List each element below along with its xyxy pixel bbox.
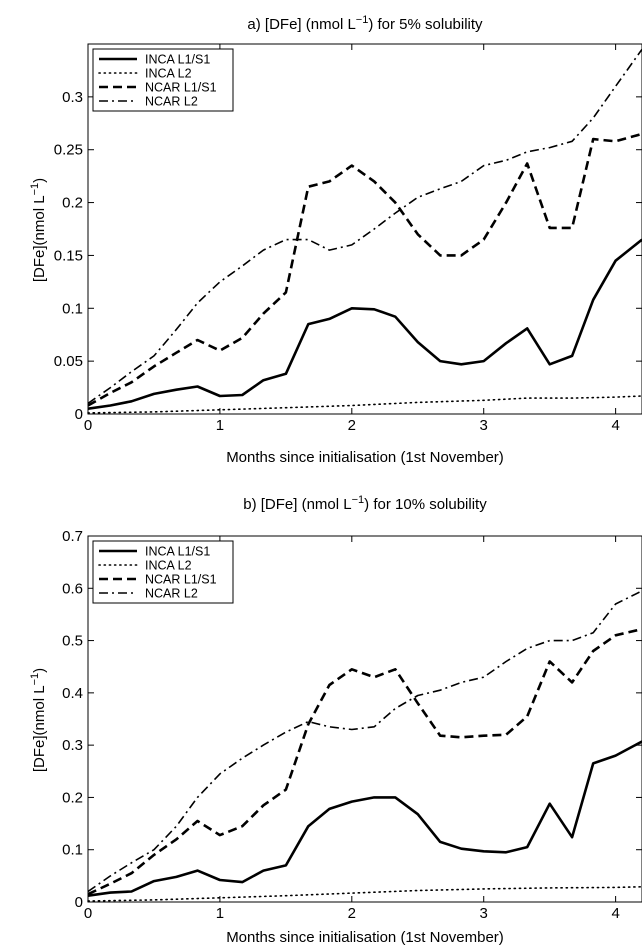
plot-area-frame (87, 535, 642, 903)
y-tick-label: 0.2 (62, 789, 83, 806)
series-line-1 (87, 740, 642, 897)
x-tick-label: 4 (611, 417, 619, 434)
y-tick-label: 0.15 (54, 247, 83, 264)
legend-label: INCA L2 (145, 67, 192, 81)
y-tick-label: 0.1 (62, 300, 83, 317)
series-line-3 (87, 132, 642, 407)
y-tick-label: 0.25 (54, 142, 83, 159)
x-tick-label: 3 (480, 417, 488, 434)
series-line-1 (87, 238, 642, 410)
y-tick-label: 0.4 (62, 685, 83, 702)
legend-label: NCAR L2 (145, 587, 198, 601)
y-tick-label: 0 (75, 894, 83, 911)
x-axis-label: Months since initialisation (1st Novembe… (226, 449, 504, 466)
y-tick-label: 0.1 (62, 842, 83, 859)
x-tick-label: 1 (216, 905, 224, 922)
x-tick-label: 1 (216, 417, 224, 434)
plot-area-frame (87, 43, 642, 415)
chart-title: b) [DFe] (nmol L−1) for 10% solubility (243, 494, 487, 513)
legend-label: NCAR L2 (145, 95, 198, 109)
y-tick-label: 0.2 (62, 195, 83, 212)
legend-box (92, 540, 234, 604)
series-line-4 (87, 48, 642, 405)
legend-label: NCAR L1/S1 (145, 81, 217, 95)
chart-panel-a: a) [DFe] (nmol L−1) for 5% solubility [D… (29, 14, 642, 466)
x-tick-label: 2 (348, 417, 356, 434)
legend-label: INCA L1/S1 (145, 545, 210, 559)
y-tick-label: 0.05 (54, 353, 83, 370)
y-axis-label: [DFe](nmol L−1) (29, 668, 48, 772)
x-tick-label: 2 (348, 905, 356, 922)
chart-title: a) [DFe] (nmol L−1) for 5% solubility (247, 14, 483, 33)
series-line-4 (87, 590, 642, 893)
x-tick-label: 3 (480, 905, 488, 922)
legend-label: NCAR L1/S1 (145, 573, 217, 587)
y-tick-label: 0.3 (62, 737, 83, 754)
axis-ticks: 0 1 2 3 4 0 0.1 0.2 0.3 0.4 0.5 0.6 0.7 (62, 528, 642, 922)
x-tick-label: 0 (84, 905, 92, 922)
chart-panel-b: b) [DFe] (nmol L−1) for 10% solubility [… (29, 494, 642, 946)
series-line-2 (87, 885, 642, 902)
x-axis-label: Months since initialisation (1st Novembe… (226, 929, 504, 946)
y-tick-label: 0 (75, 406, 83, 423)
series-line-3 (87, 627, 642, 896)
x-tick-label: 4 (611, 905, 619, 922)
y-tick-label: 0.6 (62, 580, 83, 597)
legend-label: INCA L2 (145, 559, 192, 573)
series-lines (87, 590, 642, 902)
series-lines (87, 48, 642, 414)
axis-ticks: 0 1 2 3 4 0 0.05 0.1 0.15 0.2 0.25 0.3 (54, 44, 642, 434)
x-tick-label: 0 (84, 417, 92, 434)
y-axis-label: [DFe](nmol L−1) (29, 178, 48, 282)
legend-label: INCA L1/S1 (145, 53, 210, 67)
series-line-2 (87, 395, 642, 414)
y-tick-label: 0.5 (62, 633, 83, 650)
y-tick-label: 0.7 (62, 528, 83, 545)
y-tick-label: 0.3 (62, 89, 83, 106)
